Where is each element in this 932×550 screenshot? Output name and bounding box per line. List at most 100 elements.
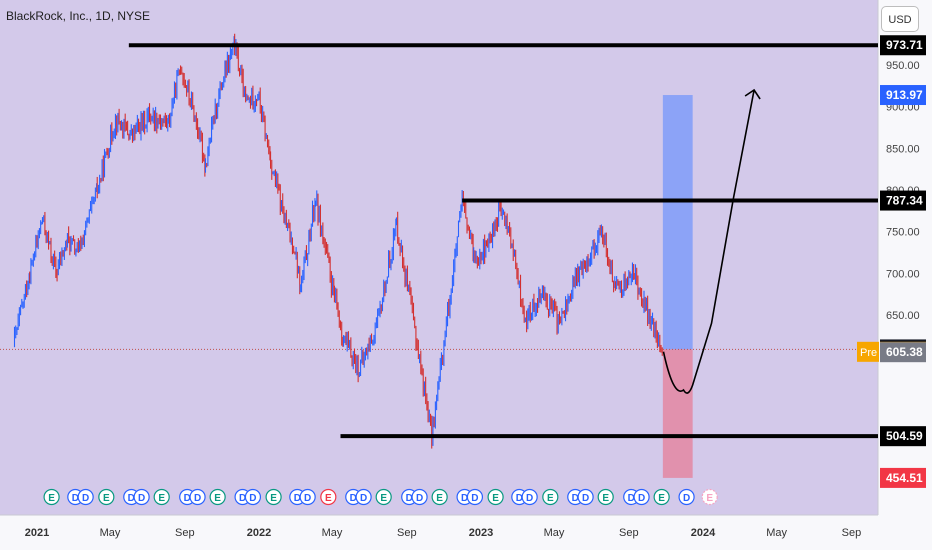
time-tick-label: 2022 <box>247 527 271 539</box>
time-tick-label: 2021 <box>25 527 49 539</box>
position-profit-zone[interactable] <box>662 95 693 350</box>
dividend-marker[interactable]: D <box>466 488 484 506</box>
symbol-title[interactable]: BlackRock, Inc., 1D, NYSE <box>6 9 151 23</box>
dividend-marker-letter: D <box>638 493 645 504</box>
dividend-marker[interactable]: D <box>77 488 94 506</box>
earnings-marker-circle <box>542 488 559 506</box>
currency-button[interactable]: USD <box>881 6 919 32</box>
price-label-box <box>880 342 926 363</box>
dividend-marker-letter: D <box>526 493 533 504</box>
dividend-marker-circle <box>244 488 262 506</box>
dividend-marker-circle <box>355 488 372 506</box>
price-tick-label: 750.00 <box>886 227 920 239</box>
projection-curve[interactable] <box>662 89 755 394</box>
time-tick-label: 2024 <box>691 527 716 539</box>
earnings-marker-circle <box>265 488 282 506</box>
earnings-marker-circle <box>98 488 115 506</box>
premarket-tag-text: Pre <box>860 347 877 359</box>
dividend-marker-letter: D <box>471 493 478 504</box>
dividend-marker[interactable]: D <box>411 488 428 506</box>
price-label-box <box>880 426 926 447</box>
price-label-box <box>880 85 926 106</box>
earnings-marker-circle <box>487 488 504 506</box>
dividend-marker[interactable]: D <box>133 488 150 506</box>
dividend-marker[interactable]: D <box>355 488 372 506</box>
price-label-text: 913.97 <box>886 88 923 102</box>
time-tick-label: May <box>544 527 565 539</box>
dividend-marker[interactable]: D <box>299 488 316 506</box>
earnings-marker[interactable]: E <box>265 488 282 506</box>
dividend-marker-letter: D <box>628 493 635 504</box>
dividend-marker-letter: D <box>350 493 357 504</box>
dividend-marker-letter: D <box>360 493 367 504</box>
earnings-marker[interactable]: E <box>542 488 559 506</box>
price-label-box <box>880 35 926 56</box>
earnings-marker-letter: E <box>436 493 443 504</box>
dividend-marker[interactable]: D <box>633 488 650 506</box>
dividend-marker-letter: D <box>572 493 579 504</box>
price-label-text: 787.34 <box>886 194 923 208</box>
dividend-marker-letter: D <box>82 493 89 504</box>
dividend-marker-circle <box>299 488 316 506</box>
earnings-marker[interactable]: E <box>375 488 392 506</box>
dividend-marker-letter: D <box>683 493 690 504</box>
earnings-miss-marker-circle <box>320 488 337 506</box>
dividend-marker-letter: D <box>416 493 423 504</box>
dividend-marker-letter: D <box>461 493 468 504</box>
dividend-marker-letter: D <box>194 493 201 504</box>
dividend-marker-circle <box>133 488 150 506</box>
earnings-marker-letter: E <box>103 493 110 504</box>
time-tick-label: 2023 <box>469 527 493 539</box>
dividend-marker-letter: D <box>249 493 256 504</box>
time-axis-panel <box>0 515 932 550</box>
earnings-marker[interactable]: E <box>653 488 670 506</box>
earnings-marker-circle <box>43 488 60 506</box>
earnings-marker-letter: E <box>658 493 665 504</box>
price-tick-label: 700.00 <box>886 268 920 280</box>
earnings-marker[interactable]: E <box>153 488 170 506</box>
dividend-marker-circle <box>411 488 428 506</box>
earnings-marker-letter: E <box>380 493 387 504</box>
earnings-marker[interactable]: E <box>98 488 115 506</box>
dividend-marker-circle <box>577 488 594 506</box>
earnings-marker[interactable]: E <box>209 488 226 506</box>
earnings-marker-letter: E <box>48 493 55 504</box>
dividend-marker-letter: D <box>516 493 523 504</box>
price-label-box <box>880 190 926 211</box>
dividend-marker[interactable]: D <box>678 488 695 506</box>
earnings-miss-marker-letter: E <box>325 493 332 504</box>
dividend-marker[interactable]: D <box>577 488 594 506</box>
price-label-box <box>880 467 926 488</box>
earnings-marker-circle <box>597 488 614 506</box>
time-tick-label: Sep <box>175 527 195 539</box>
dividend-marker-circle <box>633 488 650 506</box>
earnings-marker-circle <box>209 488 226 506</box>
time-tick-label: Sep <box>619 527 639 539</box>
earnings-marker[interactable]: E <box>487 488 504 506</box>
time-tick-label: Sep <box>397 527 417 539</box>
earnings-upcoming-marker[interactable]: E <box>701 488 718 506</box>
earnings-marker[interactable]: E <box>43 488 60 506</box>
earnings-marker-letter: E <box>547 493 554 504</box>
dividend-marker[interactable]: D <box>244 488 262 506</box>
earnings-marker-circle <box>153 488 170 506</box>
earnings-miss-marker[interactable]: E <box>320 488 337 506</box>
earnings-marker-letter: E <box>158 493 165 504</box>
dividend-marker[interactable]: D <box>189 488 206 506</box>
dividend-marker-circle <box>77 488 94 506</box>
time-tick-label: May <box>100 527 121 539</box>
price-label-text: 973.71 <box>886 38 923 52</box>
earnings-marker-letter: E <box>602 493 609 504</box>
earnings-marker-letter: E <box>492 493 499 504</box>
dividend-marker-circle <box>521 488 538 506</box>
earnings-marker-letter: E <box>214 493 221 504</box>
dividend-marker[interactable]: D <box>521 488 538 506</box>
earnings-marker[interactable]: E <box>597 488 614 506</box>
earnings-marker[interactable]: E <box>431 488 448 506</box>
dividend-marker-circle <box>466 488 484 506</box>
dividend-marker-letter: D <box>294 493 301 504</box>
earnings-marker-circle <box>653 488 670 506</box>
